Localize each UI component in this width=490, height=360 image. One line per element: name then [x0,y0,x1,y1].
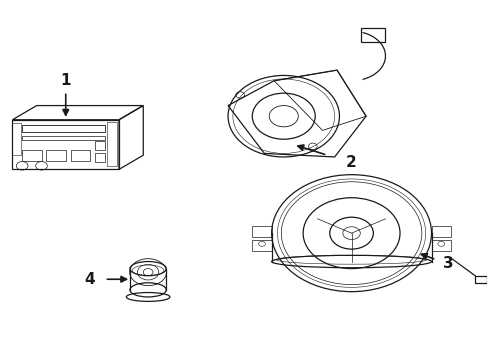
Text: 3: 3 [443,256,454,271]
Text: 1: 1 [60,73,71,88]
Text: 2: 2 [346,155,357,170]
Text: 4: 4 [85,272,95,287]
